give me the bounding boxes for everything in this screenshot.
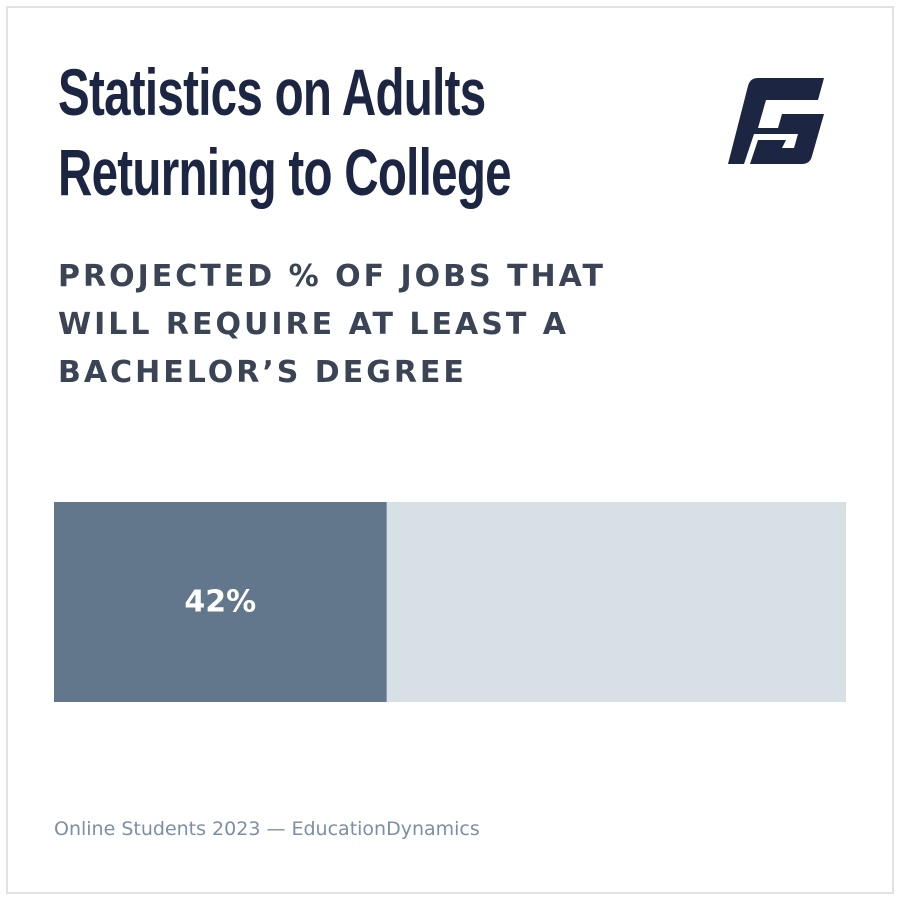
chart-subtitle: PROJECTED % OF JOBS THAT WILL REQUIRE AT… xyxy=(58,259,607,390)
bar-fill xyxy=(54,502,387,702)
logo xyxy=(728,78,824,164)
progress-bar: 42% xyxy=(54,502,846,702)
source: Online Students 2023 — EducationDynamics xyxy=(54,818,480,840)
chart-title: Statistics on Adults Returning to Colleg… xyxy=(58,55,512,209)
value-label: 42% xyxy=(184,585,256,620)
frame xyxy=(6,6,894,894)
